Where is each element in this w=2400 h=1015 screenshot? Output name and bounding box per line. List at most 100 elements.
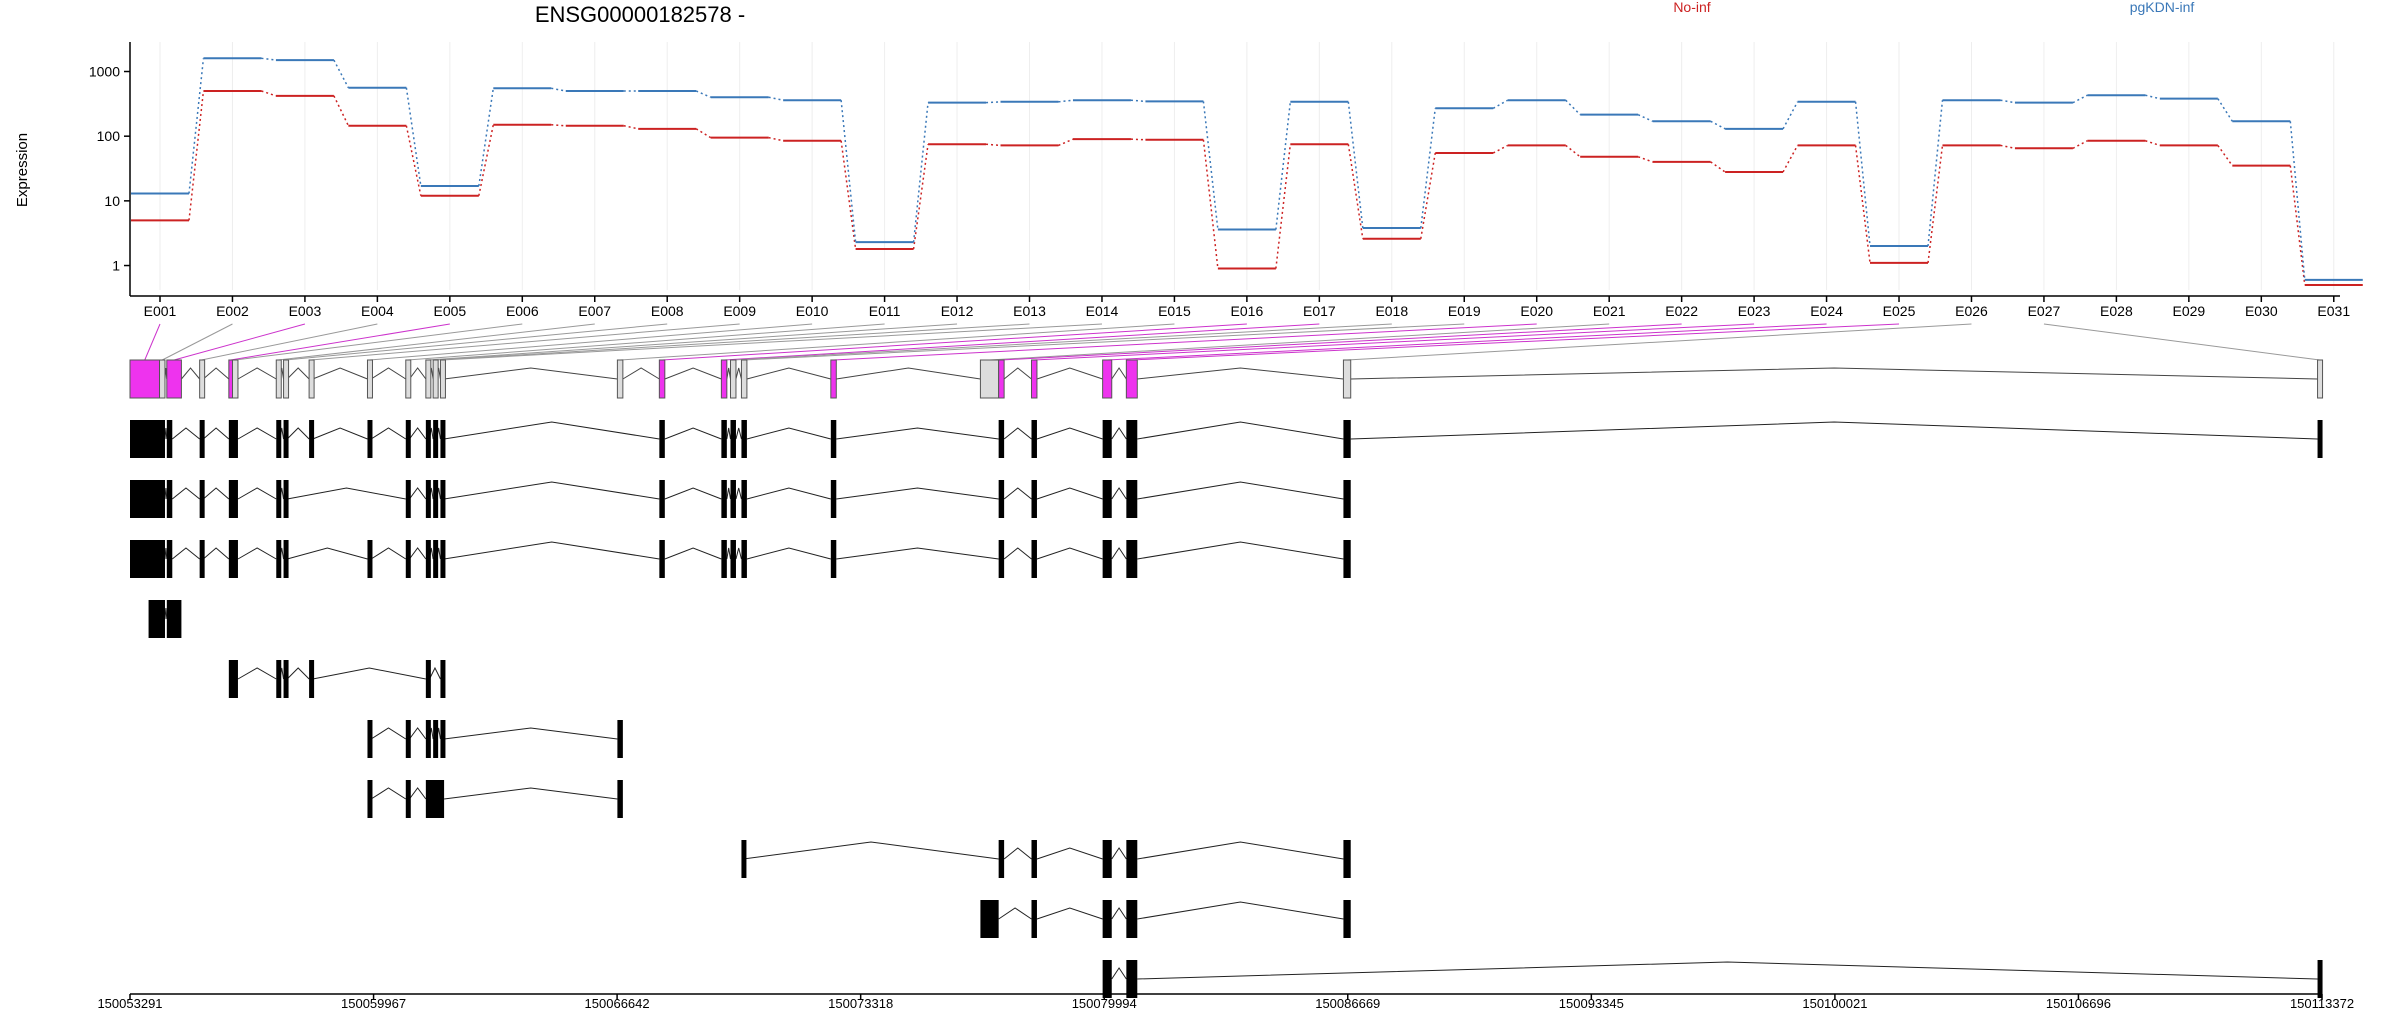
transcript-exon — [166, 480, 173, 518]
transcript-exon — [405, 780, 411, 818]
transcript-intron — [836, 487, 999, 500]
exon-bin-18 — [729, 359, 737, 399]
transcript-exon — [1031, 900, 1037, 938]
genomic-axis-label: 150093345 — [1559, 996, 1624, 1010]
transcript-intron — [1137, 421, 1344, 440]
transcript-intron — [409, 787, 427, 800]
transcript-exon — [1102, 960, 1112, 998]
exon-bin-15 — [616, 359, 624, 399]
genomic-axis-label: 150079994 — [1072, 996, 1137, 1010]
transcript-intron — [1111, 427, 1127, 440]
transcript-exon — [1102, 840, 1112, 878]
exon-bin-intron — [409, 367, 427, 380]
transcript-exon — [228, 420, 238, 458]
transcript-intron — [1111, 967, 1127, 980]
transcript-exon — [309, 660, 315, 698]
transcript-exon — [617, 780, 623, 818]
exon-bin-connector — [833, 323, 1537, 361]
series-1-connector — [1347, 101, 1364, 229]
transcript-intron — [286, 427, 310, 440]
transcript-exon — [433, 420, 439, 458]
exon-bin-intron — [370, 367, 407, 380]
exon-bin-23 — [1030, 359, 1038, 399]
exon-bin-intron — [312, 367, 368, 380]
exon-bin-13 — [432, 359, 439, 399]
transcript-exon — [283, 540, 289, 578]
exon-bin-connector — [201, 323, 378, 361]
x-tick-label: E029 — [2173, 303, 2206, 319]
transcript-exon — [721, 420, 727, 458]
exon-bin-12 — [425, 359, 432, 399]
transcript-exon — [130, 420, 165, 458]
series-0-connector — [188, 90, 205, 221]
genomic-axis-label: 150106696 — [2046, 996, 2111, 1010]
transcript-10 — [1102, 960, 2323, 998]
transcript-intron — [1003, 427, 1032, 440]
transcript-exon — [130, 540, 165, 578]
transcript-exon — [440, 720, 446, 758]
transcript-exon — [199, 480, 205, 518]
transcript-intron — [237, 547, 277, 560]
transcript-exon — [1126, 480, 1138, 518]
transcript-exon — [1343, 900, 1351, 938]
exon-bin-connector — [989, 323, 1610, 361]
x-tick-label: E013 — [1013, 303, 1046, 319]
series-0-connector — [2000, 144, 2016, 150]
series-0-connector — [985, 143, 1001, 147]
x-tick-label: E017 — [1303, 303, 1336, 319]
transcript-exon — [425, 660, 431, 698]
transcript-intron — [1111, 547, 1127, 560]
exon-bin-19 — [740, 359, 748, 399]
transcript-2 — [130, 480, 1351, 518]
exon-bin-connector — [733, 323, 1392, 361]
exon-bin-intron — [181, 367, 201, 380]
transcript-exon — [998, 420, 1005, 458]
series-0-connector — [1202, 139, 1219, 269]
transcript-intron — [1137, 961, 2318, 980]
series-1-connector — [1058, 99, 1074, 103]
transcript-3 — [130, 540, 1351, 578]
series-1-connector — [2289, 121, 2306, 280]
transcript-exon — [425, 780, 445, 818]
transcript-intron — [312, 427, 368, 440]
transcript-exon — [283, 480, 289, 518]
x-tick-label: E004 — [361, 303, 394, 319]
transcript-intron — [164, 427, 168, 440]
transcript-intron — [202, 427, 230, 440]
series-0-connector — [768, 136, 784, 142]
exon-bin-intron — [746, 367, 831, 380]
transcript-intron — [444, 421, 660, 440]
transcript-intron — [444, 541, 660, 560]
transcript-exon — [228, 480, 238, 518]
series-1-connector — [1710, 120, 1726, 130]
transcript-intron — [735, 487, 742, 500]
transcript-4 — [148, 600, 182, 638]
x-tick-label: E027 — [2028, 303, 2061, 319]
transcript-exon — [830, 480, 837, 518]
transcript-intron — [726, 427, 731, 440]
genomic-axis-label: 150100021 — [1802, 996, 1867, 1010]
transcript-1 — [130, 420, 2323, 458]
transcript-9 — [980, 900, 1351, 938]
transcript-exon — [433, 540, 439, 578]
series-1-connector — [1782, 101, 1799, 130]
transcript-intron — [237, 427, 277, 440]
series-1-connector — [840, 100, 857, 243]
series-1-connector — [1202, 101, 1219, 230]
exon-bin-10 — [366, 359, 373, 399]
transcript-exon — [425, 720, 431, 758]
transcript-intron — [409, 427, 427, 440]
x-tick-label: E025 — [1883, 303, 1916, 319]
transcript-intron — [171, 427, 200, 440]
transcript-exon — [425, 480, 431, 518]
exon-bin-connector — [1107, 323, 1827, 361]
y-tick-label: 1000 — [89, 64, 120, 80]
legend-label-no-inf: No-inf — [1673, 0, 1710, 15]
transcript-intron — [726, 487, 731, 500]
transcript-intron — [444, 481, 660, 500]
transcript-exon — [998, 480, 1005, 518]
transcript-exon — [1343, 420, 1351, 458]
transcript-exon — [721, 540, 727, 578]
series-1-connector — [333, 59, 350, 89]
